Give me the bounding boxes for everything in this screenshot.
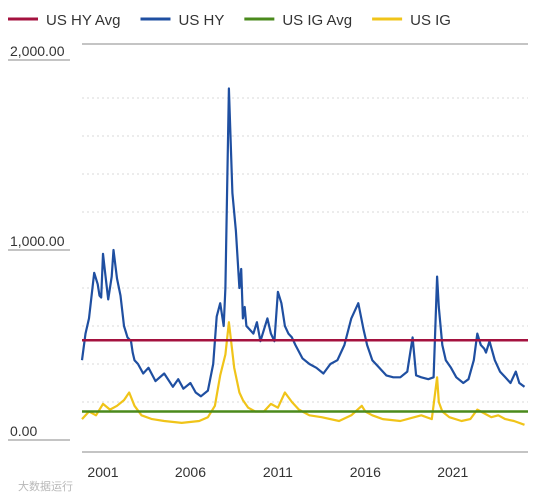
y-tick-label-0: 0.00 [10,423,37,439]
y-tick-label-2: 2,000.00 [10,43,65,59]
legend-label-0: US HY Avg [46,12,121,29]
grid [82,43,528,403]
series-line-3 [81,321,525,426]
watermark: 大数据运行 [18,479,73,493]
x-tick-label-1: 2006 [175,464,206,480]
legend-label-3: US IG [410,12,451,29]
series-line-1 [80,87,526,398]
legend: US HY Avg US HY US IG Avg US IG [8,12,451,29]
plot-area [80,87,528,426]
x-tick-label-4: 2021 [437,464,468,480]
y-axis: 0.00 1,000.00 2,000.00 [8,43,70,441]
x-tick-label-3: 2016 [350,464,381,480]
y-tick-label-1: 1,000.00 [10,233,65,249]
x-axis: 2001 2006 2011 2016 2021 [82,451,528,480]
legend-label-1: US HY [179,12,225,29]
legend-label-2: US IG Avg [282,12,352,29]
x-tick-label-0: 2001 [87,464,118,480]
x-tick-label-2: 2011 [263,464,293,480]
